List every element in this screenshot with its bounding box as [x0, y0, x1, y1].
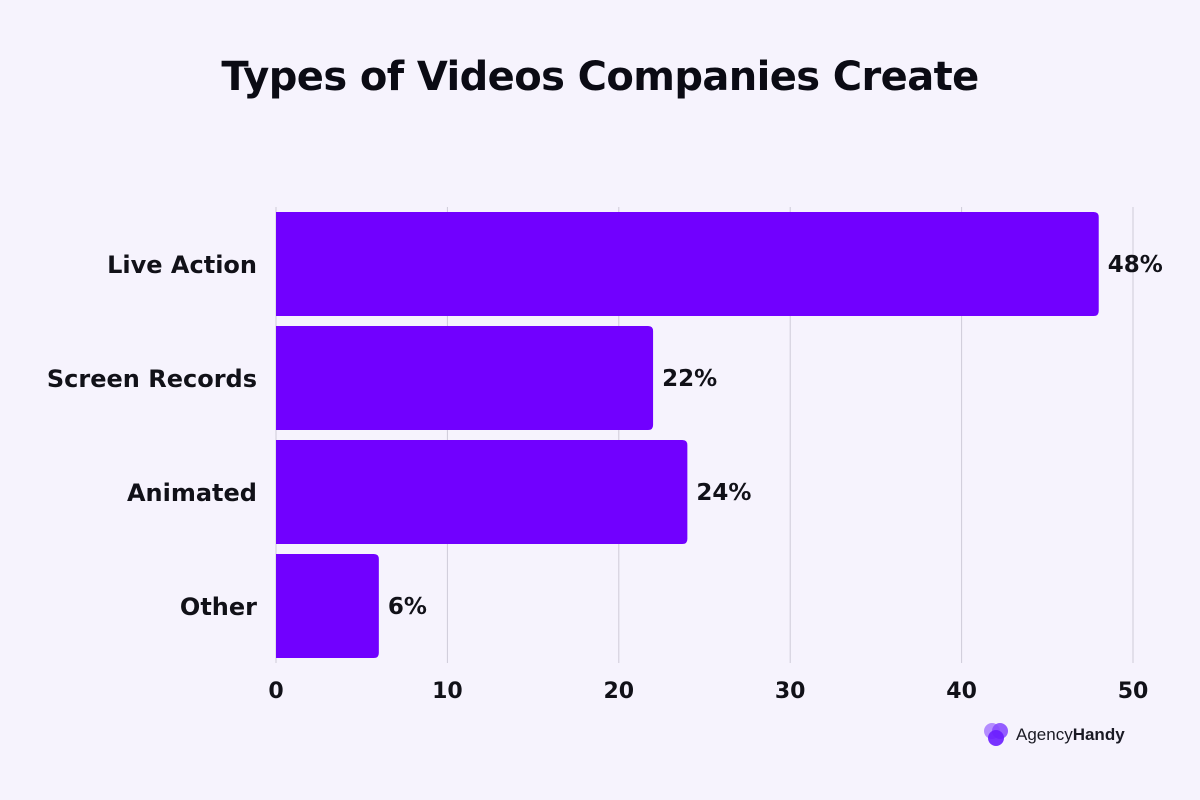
brand-name-light: Agency: [1016, 725, 1073, 744]
brand-name-bold: Handy: [1072, 725, 1125, 744]
x-tick-label: 40: [946, 679, 977, 704]
value-label: 48%: [1108, 252, 1163, 278]
brand-name: AgencyHandy: [1016, 725, 1125, 745]
bar-screen-records: [276, 326, 654, 430]
category-label: Screen Records: [47, 365, 257, 393]
category-label: Live Action: [107, 251, 257, 279]
category-label: Animated: [127, 479, 257, 507]
value-label: 24%: [696, 480, 751, 506]
value-label: 22%: [662, 366, 717, 392]
brand-logo: AgencyHandy: [982, 720, 1125, 750]
x-tick-label: 10: [432, 679, 463, 704]
agencyhandy-logo-icon: [984, 723, 1008, 746]
x-tick-label: 30: [775, 679, 806, 704]
x-tick-label: 20: [603, 679, 634, 704]
value-label: 6%: [388, 594, 427, 620]
labels: 0 10 20 30 40 50 Live Action 48% Screen Records 2…: [47, 251, 1163, 704]
category-label: Other: [180, 593, 257, 621]
bar-live-action: [276, 212, 1099, 316]
chart-title: Types of Videos Companies Create: [221, 54, 979, 100]
bar-animated: [276, 440, 688, 544]
bar-other: [276, 554, 379, 658]
x-tick-label: 0: [268, 679, 283, 704]
x-tick-label: 50: [1118, 679, 1149, 704]
bars: [276, 212, 1099, 658]
